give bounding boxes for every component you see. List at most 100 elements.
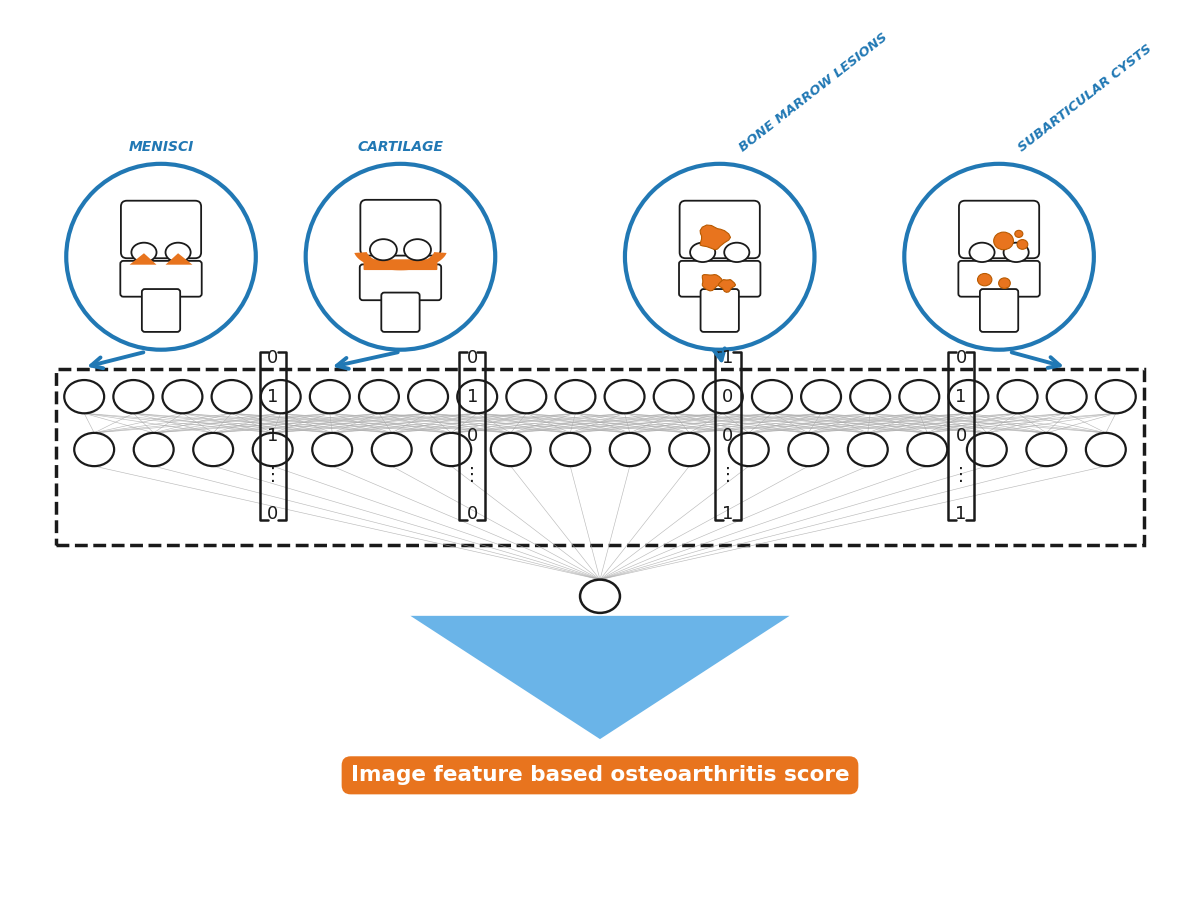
Text: 0: 0 [467, 505, 478, 523]
Ellipse shape [1015, 230, 1022, 237]
Ellipse shape [948, 380, 989, 414]
Text: 1: 1 [268, 427, 278, 445]
Ellipse shape [788, 433, 828, 467]
Text: MENISCI: MENISCI [128, 140, 193, 154]
FancyBboxPatch shape [121, 200, 202, 258]
FancyBboxPatch shape [679, 261, 761, 297]
Ellipse shape [65, 380, 104, 414]
Polygon shape [700, 225, 731, 250]
Ellipse shape [404, 239, 431, 261]
Text: 1: 1 [955, 505, 967, 523]
Ellipse shape [506, 380, 546, 414]
Ellipse shape [113, 380, 154, 414]
Text: 0: 0 [268, 349, 278, 367]
Ellipse shape [310, 380, 349, 414]
Ellipse shape [1086, 433, 1126, 467]
Text: ⋮: ⋮ [952, 466, 970, 484]
Text: SUBARTICULAR CYSTS: SUBARTICULAR CYSTS [1016, 42, 1154, 154]
Ellipse shape [802, 380, 841, 414]
Text: ⋮: ⋮ [719, 466, 737, 484]
Ellipse shape [491, 433, 530, 467]
Ellipse shape [556, 380, 595, 414]
Text: ⋮: ⋮ [463, 466, 481, 484]
Polygon shape [130, 254, 156, 264]
FancyBboxPatch shape [980, 289, 1019, 332]
Ellipse shape [967, 433, 1007, 467]
Ellipse shape [670, 433, 709, 467]
Text: 0: 0 [722, 387, 733, 405]
Ellipse shape [848, 433, 888, 467]
Text: 0: 0 [467, 427, 478, 445]
Ellipse shape [605, 380, 644, 414]
Ellipse shape [1026, 433, 1067, 467]
Ellipse shape [978, 273, 992, 286]
FancyBboxPatch shape [679, 200, 760, 258]
FancyBboxPatch shape [364, 259, 437, 270]
Bar [56, 369, 1144, 546]
Ellipse shape [1046, 380, 1087, 414]
Ellipse shape [253, 433, 293, 467]
Circle shape [625, 164, 815, 350]
Ellipse shape [752, 380, 792, 414]
Polygon shape [702, 274, 722, 291]
Ellipse shape [211, 380, 252, 414]
FancyBboxPatch shape [382, 292, 420, 332]
Text: 1: 1 [722, 349, 733, 367]
Text: 0: 0 [722, 427, 733, 445]
Ellipse shape [610, 433, 649, 467]
FancyBboxPatch shape [959, 261, 1039, 297]
Ellipse shape [1018, 240, 1028, 249]
Ellipse shape [654, 380, 694, 414]
Ellipse shape [260, 380, 301, 414]
Polygon shape [354, 252, 446, 271]
Text: CARTILAGE: CARTILAGE [358, 140, 444, 154]
Text: 0: 0 [955, 349, 967, 367]
Ellipse shape [162, 380, 203, 414]
Ellipse shape [690, 243, 715, 262]
FancyBboxPatch shape [959, 200, 1039, 258]
Text: BONE MARROW LESIONS: BONE MARROW LESIONS [737, 31, 890, 154]
Ellipse shape [998, 278, 1010, 289]
Ellipse shape [408, 380, 448, 414]
Polygon shape [166, 254, 192, 264]
FancyBboxPatch shape [701, 289, 739, 332]
Ellipse shape [131, 243, 156, 262]
Text: 1: 1 [955, 387, 967, 405]
Ellipse shape [370, 239, 397, 261]
Ellipse shape [457, 380, 497, 414]
Ellipse shape [193, 433, 233, 467]
Circle shape [905, 164, 1094, 350]
Text: 1: 1 [722, 505, 733, 523]
Text: 0: 0 [268, 505, 278, 523]
Text: Image feature based osteoarthritis score: Image feature based osteoarthritis score [350, 765, 850, 786]
FancyBboxPatch shape [360, 200, 440, 255]
FancyBboxPatch shape [142, 289, 180, 332]
Ellipse shape [851, 380, 890, 414]
Ellipse shape [431, 433, 472, 467]
Ellipse shape [551, 433, 590, 467]
Ellipse shape [359, 380, 398, 414]
Ellipse shape [1003, 243, 1028, 262]
Ellipse shape [728, 433, 769, 467]
Text: 0: 0 [467, 349, 478, 367]
Ellipse shape [74, 433, 114, 467]
Text: 0: 0 [955, 427, 967, 445]
Ellipse shape [997, 380, 1038, 414]
Text: 1: 1 [467, 387, 478, 405]
Ellipse shape [994, 232, 1014, 250]
Ellipse shape [312, 433, 352, 467]
Ellipse shape [580, 580, 620, 613]
Ellipse shape [970, 243, 995, 262]
Circle shape [306, 164, 496, 350]
Ellipse shape [372, 433, 412, 467]
Circle shape [66, 164, 256, 350]
Ellipse shape [166, 243, 191, 262]
Polygon shape [719, 280, 736, 292]
Ellipse shape [725, 243, 749, 262]
Polygon shape [410, 616, 790, 739]
Ellipse shape [1096, 380, 1135, 414]
FancyBboxPatch shape [120, 261, 202, 297]
Ellipse shape [899, 380, 940, 414]
Ellipse shape [907, 433, 947, 467]
Ellipse shape [133, 433, 174, 467]
